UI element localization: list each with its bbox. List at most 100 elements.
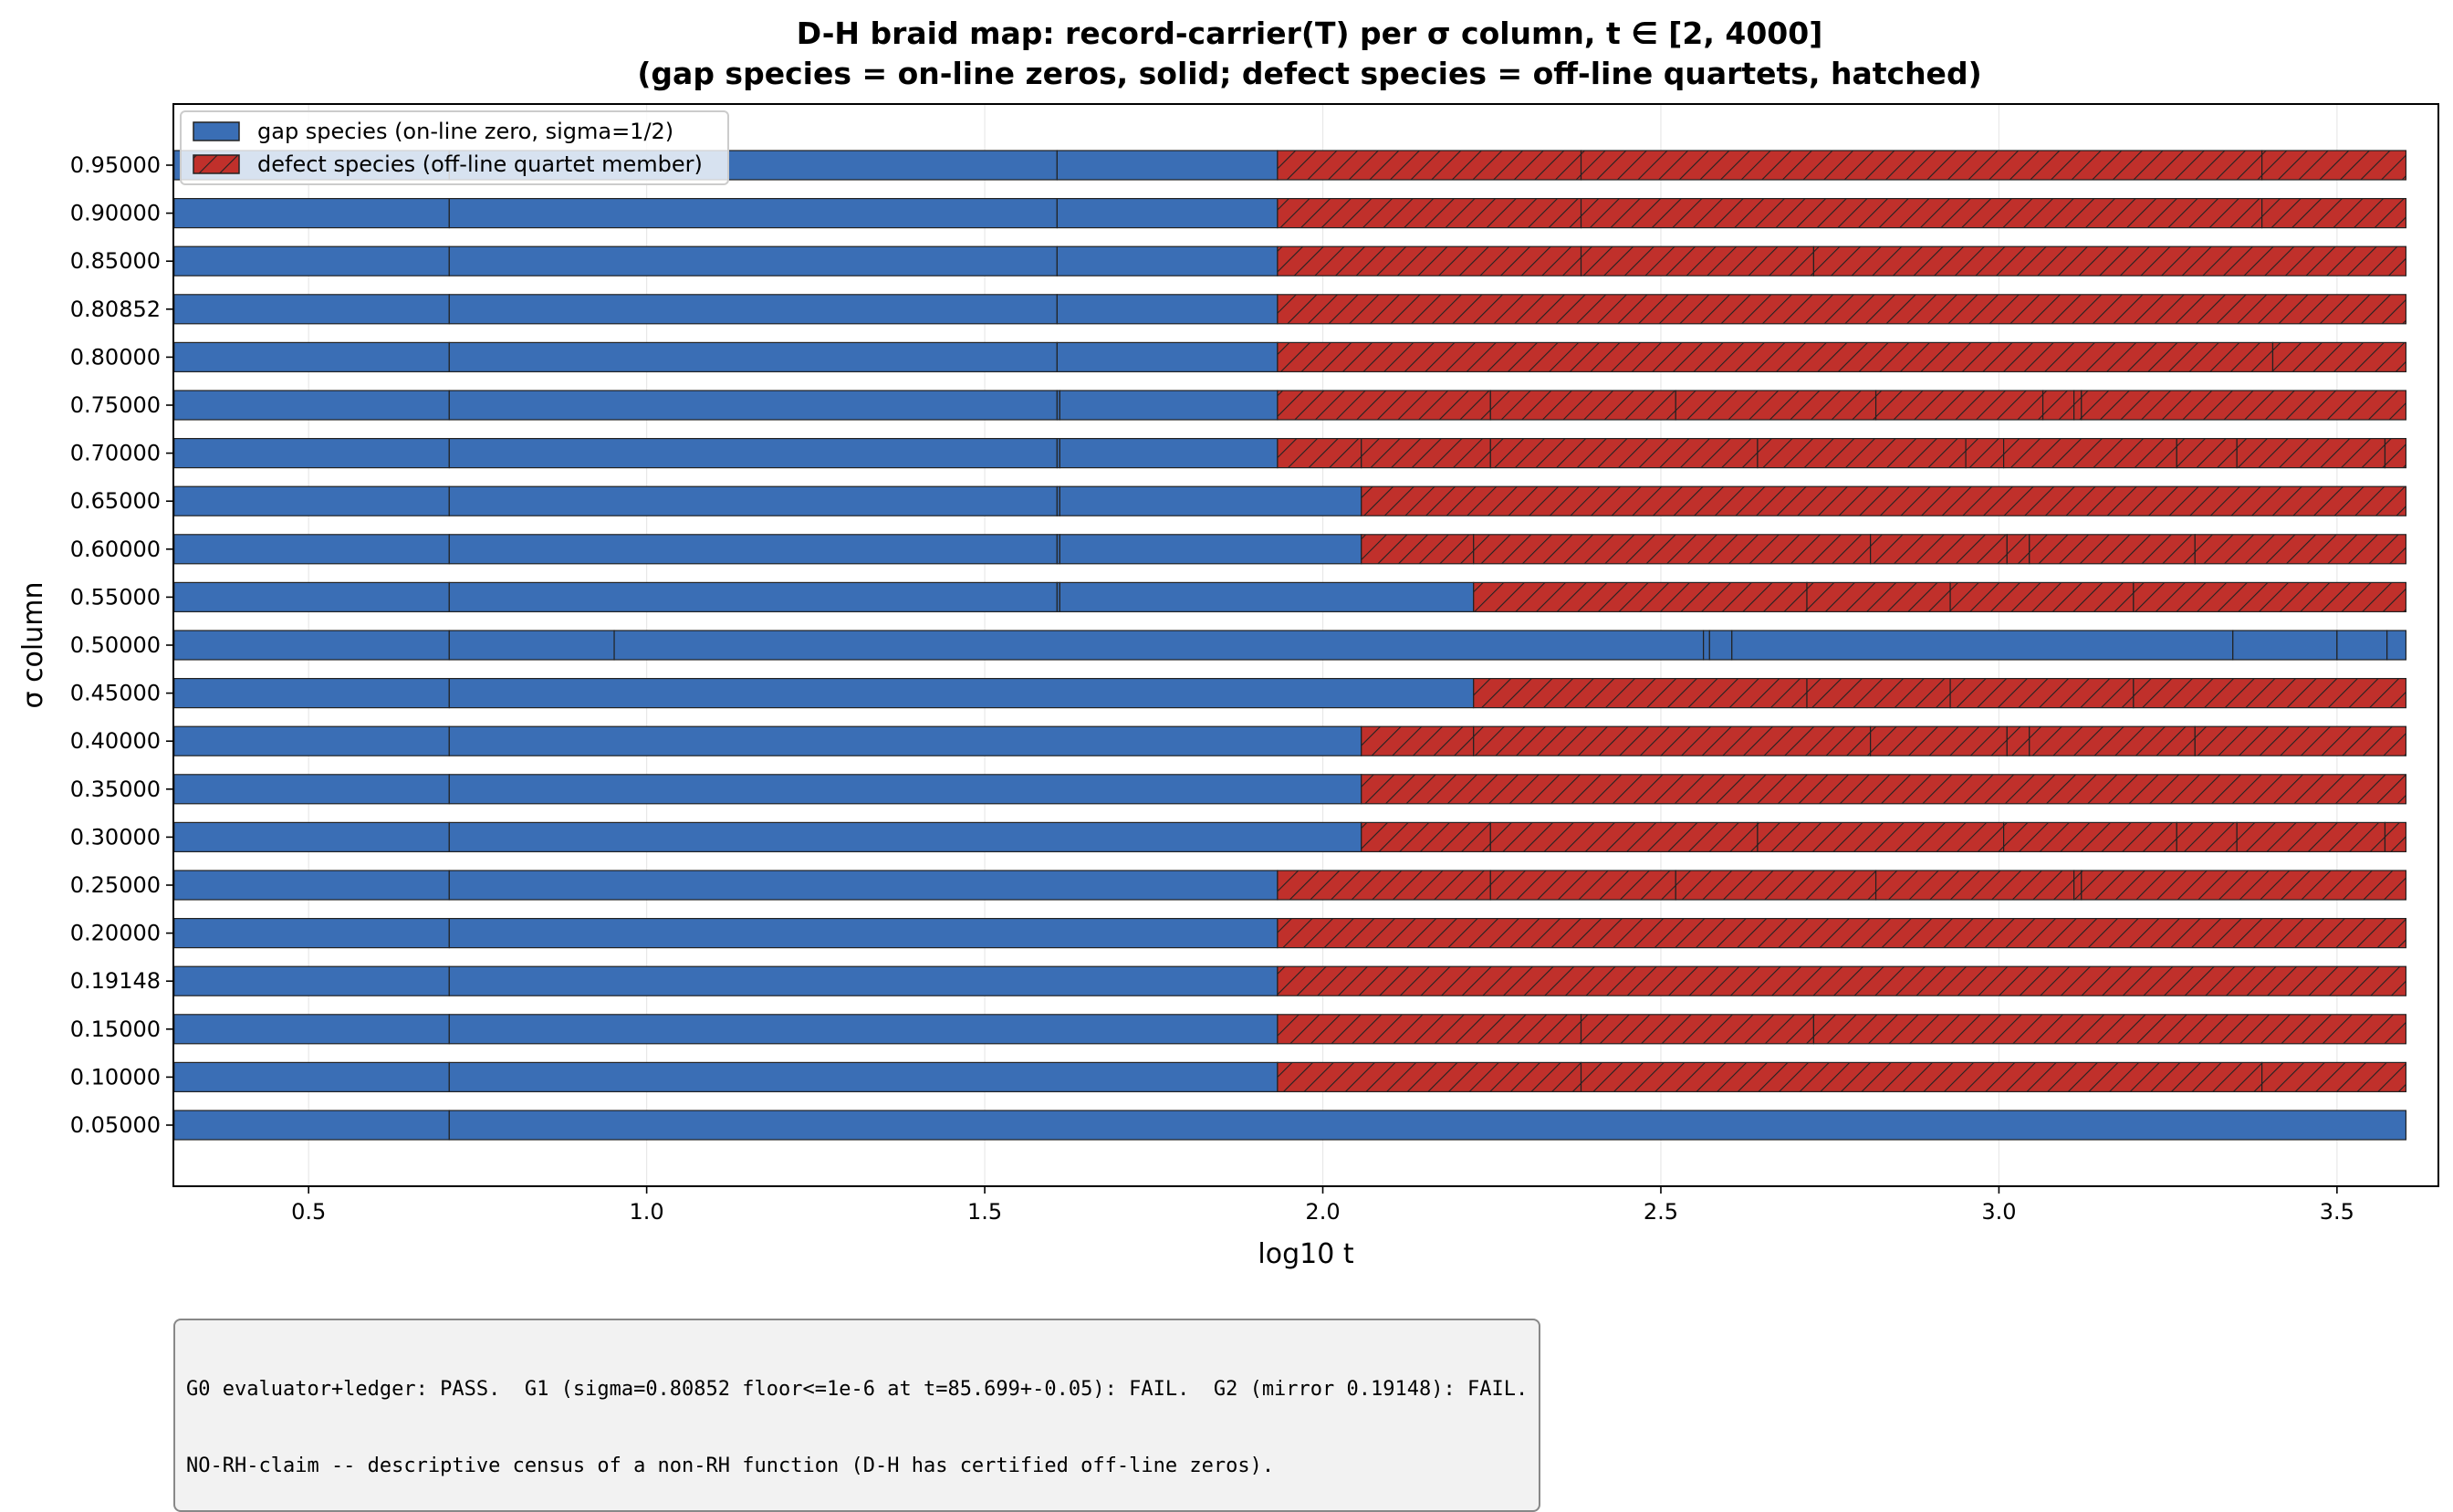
defect-segment: [2006, 725, 2030, 756]
defect-segment: [1361, 534, 1475, 565]
gap-segment: [173, 774, 450, 805]
defect-segment: [2261, 150, 2407, 181]
defect-segment: [1361, 485, 2407, 516]
defect-segment: [1277, 870, 1491, 901]
defect-segment: [1580, 150, 2263, 181]
defect-segment: [1473, 677, 1808, 709]
defect-segment: [1757, 438, 1967, 469]
x-tick-label: 3.5: [2320, 1199, 2354, 1225]
defect-segment: [2236, 438, 2386, 469]
gap-segment: [448, 1014, 1279, 1045]
defect-segment: [1580, 1061, 2263, 1093]
defect-segment: [2271, 341, 2407, 372]
gap-segment: [1059, 438, 1279, 469]
gap-segment: [448, 534, 1058, 565]
defect-segment: [2236, 821, 2386, 853]
defect-segment: [1812, 245, 2407, 276]
defect-segment: [2029, 725, 2196, 756]
defect-segment: [1361, 821, 1491, 853]
gap-segment: [448, 245, 1058, 276]
gap-segment: [2386, 630, 2407, 661]
defect-segment: [1277, 1014, 1582, 1045]
y-tick-label: 0.20000: [70, 921, 161, 946]
defect-segment: [1806, 581, 1951, 613]
defect-segment: [2176, 438, 2238, 469]
x-tick-label: 1.0: [630, 1199, 664, 1225]
defect-segment: [2194, 534, 2407, 565]
defect-segment: [1812, 1014, 2407, 1045]
gap-segment: [448, 870, 1279, 901]
defect-segment: [1277, 965, 2407, 996]
gap-segment: [173, 198, 450, 229]
defect-segment: [1277, 917, 2407, 949]
gap-segment: [1059, 390, 1279, 421]
defect-segment: [1874, 390, 2044, 421]
gap-segment: [173, 534, 450, 565]
gap-segment: [448, 1061, 1279, 1093]
defect-segment: [1361, 725, 1475, 756]
gap-segment: [173, 870, 450, 901]
defect-segment: [1361, 774, 2407, 805]
defect-segment: [1277, 1061, 1582, 1093]
legend-swatch-gap: [193, 121, 240, 141]
defect-segment: [2041, 390, 2075, 421]
x-axis: 0.5 1.0 1.5 2.0 2.5 3.0 3.5: [291, 1186, 2354, 1225]
y-tick-label: 0.19148: [70, 968, 161, 994]
defect-segment: [1489, 870, 1676, 901]
defect-segment: [1870, 534, 2008, 565]
bars-group: [173, 104, 2407, 1186]
gap-segment: [448, 630, 615, 661]
y-tick-label: 0.75000: [70, 392, 161, 418]
gap-segment: [448, 1110, 2407, 1141]
gap-segment: [448, 341, 1058, 372]
defect-segment: [2006, 534, 2030, 565]
defect-segment: [1874, 870, 2075, 901]
gap-segment: [448, 198, 1058, 229]
defect-segment: [1949, 581, 2135, 613]
defect-segment: [1361, 438, 1491, 469]
defect-segment: [1277, 294, 2407, 325]
gap-segment: [448, 821, 1362, 853]
x-tick-label: 0.5: [291, 1199, 326, 1225]
y-tick-label: 0.05000: [70, 1112, 161, 1138]
defect-segment: [2029, 534, 2196, 565]
gap-segment: [1056, 198, 1279, 229]
x-tick-label: 1.5: [967, 1199, 1002, 1225]
y-tick-label: 0.85000: [70, 248, 161, 274]
legend-swatch-defect: [193, 154, 240, 174]
defect-segment: [2003, 821, 2177, 853]
defect-segment: [1489, 390, 1676, 421]
defect-segment: [2073, 870, 2082, 901]
gap-segment: [1731, 630, 2234, 661]
gap-segment: [173, 965, 450, 996]
gap-segment: [173, 1061, 450, 1093]
defect-segment: [1277, 438, 1362, 469]
gap-segment: [1059, 534, 1362, 565]
defect-segment: [2003, 438, 2177, 469]
y-tick-label: 0.70000: [70, 441, 161, 466]
defect-segment: [1277, 150, 1582, 181]
chart-title-line1: D-H braid map: record-carrier(T) per σ c…: [797, 16, 1823, 51]
defect-segment: [1473, 534, 1872, 565]
y-tick-label: 0.55000: [70, 584, 161, 610]
gap-segment: [173, 341, 450, 372]
defect-segment: [1489, 438, 1759, 469]
y-tick-label: 0.25000: [70, 872, 161, 898]
gap-segment: [448, 485, 1058, 516]
y-tick-label: 0.10000: [70, 1064, 161, 1090]
status-note-line1: G0 evaluator+ledger: PASS. G1 (sigma=0.8…: [186, 1378, 1529, 1401]
gap-segment: [173, 917, 450, 949]
gap-segment: [173, 821, 450, 853]
gap-segment: [173, 485, 450, 516]
gap-segment: [448, 677, 1475, 709]
defect-segment: [2384, 438, 2407, 469]
defect-segment: [2261, 198, 2407, 229]
defect-segment: [1277, 341, 2274, 372]
y-tick-label: 0.90000: [70, 201, 161, 226]
gap-segment: [2336, 630, 2388, 661]
braid-map-chart: D-H braid map: record-carrier(T) per σ c…: [17, 16, 2439, 1270]
gap-segment: [448, 965, 1279, 996]
gap-segment: [1056, 341, 1279, 372]
defect-segment: [2261, 1061, 2407, 1093]
gap-segment: [448, 774, 1362, 805]
